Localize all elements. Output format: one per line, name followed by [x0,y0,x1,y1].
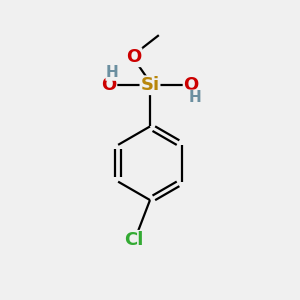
Text: O: O [101,76,116,94]
Text: O: O [184,76,199,94]
Text: O: O [126,48,141,66]
Text: Cl: Cl [124,231,143,249]
Text: H: H [106,65,119,80]
Text: Si: Si [140,76,160,94]
Text: H: H [188,90,201,105]
